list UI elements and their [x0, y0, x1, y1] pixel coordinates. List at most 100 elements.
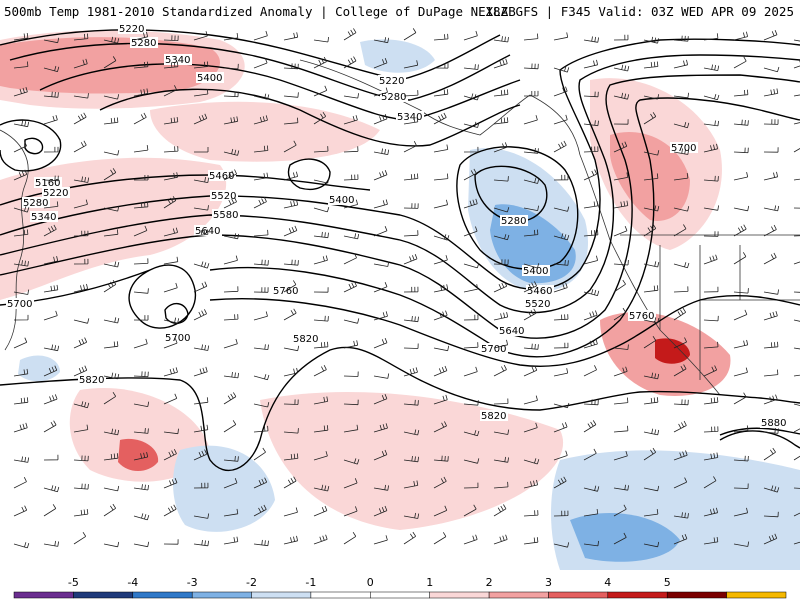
- wind-barb: [583, 399, 599, 406]
- contour-low-west-inner: [24, 137, 44, 155]
- contour-label-text: 5400: [523, 266, 548, 277]
- wind-barb: [463, 400, 479, 406]
- wind-barb: [763, 511, 779, 518]
- wind-barb: [133, 112, 147, 125]
- wind-barb: [553, 282, 568, 293]
- wind-barb: [133, 315, 149, 321]
- wind-barb: [133, 371, 149, 378]
- wind-barb: [583, 310, 598, 321]
- contour-5340-north: [39, 63, 521, 121]
- wind-barb: [313, 451, 328, 461]
- wind-barb: [733, 483, 749, 489]
- wind-barb: [223, 536, 239, 545]
- wind-barb: [403, 116, 419, 125]
- wind-barb: [463, 262, 480, 269]
- wind-barb: [313, 484, 330, 492]
- wind-barb: [763, 171, 778, 181]
- wind-barb: [493, 36, 509, 43]
- wind-barb: [13, 456, 30, 463]
- contour-label-text: 5400: [329, 195, 354, 206]
- wind-barb: [583, 229, 599, 237]
- wind-barb: [703, 254, 718, 265]
- wind-barb: [13, 169, 28, 181]
- wind-barb: [433, 455, 449, 462]
- wind-barb: [163, 282, 178, 293]
- wind-barb: [673, 148, 690, 155]
- wind-barb: [733, 252, 747, 265]
- wind-barb: [613, 366, 628, 377]
- wind-barb: [193, 31, 208, 41]
- wind-barb: [673, 92, 689, 99]
- wind-barb: [373, 199, 388, 209]
- contour-5700: [0, 97, 800, 358]
- wind-barb: [133, 145, 149, 153]
- wind-barb: [103, 541, 120, 548]
- wind-barb: [73, 424, 89, 433]
- wind-barb: [253, 344, 269, 350]
- wind-barb: [493, 429, 510, 435]
- wind-barb: [223, 255, 238, 265]
- wind-barb: [433, 284, 449, 293]
- wind-barb: [733, 119, 749, 126]
- wind-barb: [553, 114, 568, 125]
- wind-barb: [493, 398, 509, 405]
- wind-barb: [103, 428, 120, 436]
- contour-label: 5280: [500, 215, 528, 227]
- wind-barb: [13, 120, 30, 128]
- wind-barb: [673, 450, 688, 461]
- wind-barb: [133, 484, 149, 491]
- wind-barb: [463, 504, 477, 517]
- wind-barb: [343, 371, 359, 377]
- colorbar-tick-label: 4: [604, 576, 611, 589]
- wind-barb: [103, 485, 120, 492]
- contour-label-text: 5520: [525, 299, 550, 310]
- wind-barb: [553, 32, 569, 41]
- contour-label-text: 5280: [131, 38, 156, 49]
- wind-barb: [163, 539, 179, 545]
- wind-barb: [163, 504, 177, 517]
- wind-barb: [313, 365, 327, 377]
- wind-barb: [523, 395, 538, 405]
- wind-barb: [13, 368, 29, 377]
- wind-barb: [643, 428, 660, 436]
- wind-barb: [763, 289, 779, 295]
- wind-barb: [433, 89, 449, 97]
- wind-barb: [103, 229, 119, 237]
- wind-barb: [643, 224, 657, 237]
- wind-barb: [673, 477, 688, 489]
- wind-barb: [583, 448, 597, 461]
- wind-barb: [703, 93, 720, 101]
- wind-barb: [193, 89, 209, 97]
- wind-barb: [43, 175, 59, 182]
- wind-barb: [523, 115, 538, 125]
- wind-barb: [493, 259, 509, 265]
- wind-barb: [703, 33, 719, 41]
- wind-barb: [733, 541, 750, 547]
- wind-barb: [223, 392, 237, 405]
- wind-barb: [313, 231, 329, 239]
- wind-barb: [613, 259, 629, 266]
- wind-barb: [553, 402, 570, 409]
- contour-5400-north: [99, 88, 521, 147]
- wind-barb: [43, 540, 59, 547]
- wind-barb: [703, 231, 719, 237]
- contour-5220-north: [0, 29, 501, 81]
- wind-barb: [193, 113, 208, 125]
- wind-barb: [193, 205, 209, 211]
- wind-barb: [373, 484, 389, 491]
- contour-closed-5400-center: [456, 146, 579, 270]
- wind-barb: [223, 91, 239, 98]
- wind-barb: [373, 337, 388, 349]
- wind-barb: [373, 311, 388, 321]
- wind-barb: [733, 425, 749, 433]
- wind-barb: [613, 484, 629, 491]
- wind-barb: [523, 308, 537, 321]
- wind-barb: [793, 541, 800, 545]
- wind-barb: [523, 147, 539, 154]
- contour-label: 5220: [118, 23, 146, 35]
- contour-label: 5580: [212, 209, 240, 221]
- wind-barb: [523, 458, 540, 465]
- wind-barb: [163, 85, 177, 97]
- wind-barb: [373, 535, 388, 545]
- wind-barb: [553, 450, 568, 461]
